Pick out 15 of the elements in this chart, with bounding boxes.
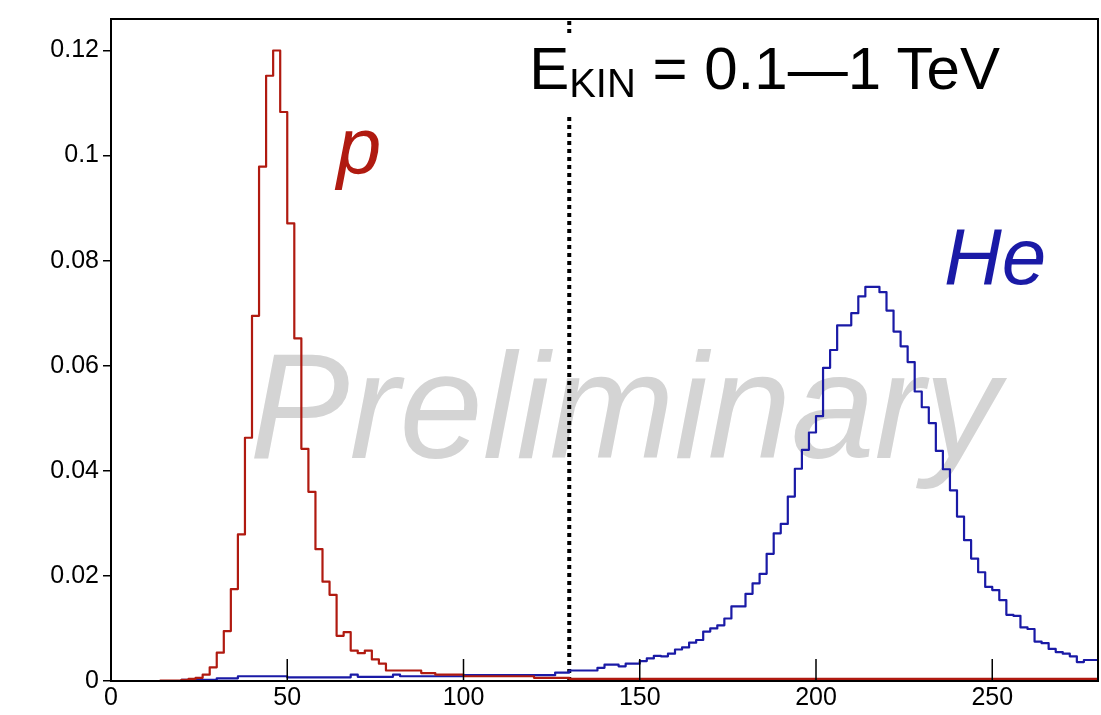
chart-title: E$_{KIN}$ = 0.1—1 TeV [523, 35, 1006, 116]
x-tick-label: 250 [971, 681, 1014, 710]
y-tick-label: 0.1 [64, 139, 99, 168]
x-tick-label: 50 [273, 681, 302, 710]
y-tick-label: 0.12 [50, 34, 99, 63]
y-tick-label: 0.02 [50, 559, 99, 588]
x-tick-label: 100 [442, 681, 485, 710]
series-label: He [943, 212, 1047, 302]
y-tick-label: 0.04 [50, 454, 100, 483]
y-tick-label: 0.08 [50, 244, 99, 273]
x-tick-label: 200 [795, 681, 837, 710]
x-tick-label: 150 [618, 681, 661, 710]
y-tick-label: 0.06 [50, 349, 99, 378]
series-label: p [334, 100, 382, 190]
x-tick-label: 0 [104, 681, 118, 710]
